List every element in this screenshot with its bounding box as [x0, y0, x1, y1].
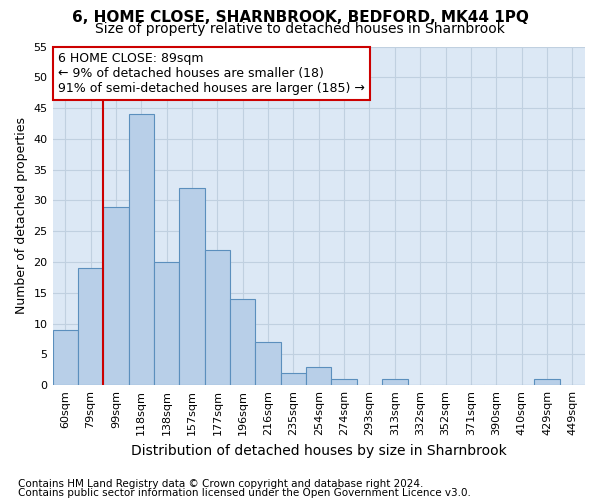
Text: 6 HOME CLOSE: 89sqm
← 9% of detached houses are smaller (18)
91% of semi-detache: 6 HOME CLOSE: 89sqm ← 9% of detached hou… — [58, 52, 365, 94]
Text: Contains HM Land Registry data © Crown copyright and database right 2024.: Contains HM Land Registry data © Crown c… — [18, 479, 424, 489]
Y-axis label: Number of detached properties: Number of detached properties — [15, 118, 28, 314]
Bar — [382, 379, 407, 385]
Bar — [179, 188, 205, 385]
Bar — [78, 268, 103, 385]
Bar — [281, 373, 306, 385]
Bar — [331, 379, 357, 385]
Text: Size of property relative to detached houses in Sharnbrook: Size of property relative to detached ho… — [95, 22, 505, 36]
Bar — [154, 262, 179, 385]
Text: 6, HOME CLOSE, SHARNBROOK, BEDFORD, MK44 1PQ: 6, HOME CLOSE, SHARNBROOK, BEDFORD, MK44… — [71, 10, 529, 25]
Bar — [534, 379, 560, 385]
Bar — [53, 330, 78, 385]
Bar — [306, 366, 331, 385]
Bar — [205, 250, 230, 385]
Bar — [230, 299, 256, 385]
Bar — [128, 114, 154, 385]
Text: Contains public sector information licensed under the Open Government Licence v3: Contains public sector information licen… — [18, 488, 471, 498]
Bar — [103, 206, 128, 385]
X-axis label: Distribution of detached houses by size in Sharnbrook: Distribution of detached houses by size … — [131, 444, 506, 458]
Bar — [256, 342, 281, 385]
